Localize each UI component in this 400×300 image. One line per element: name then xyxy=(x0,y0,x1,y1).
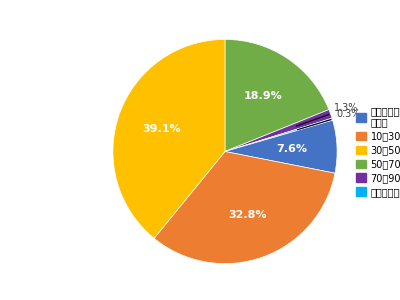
Text: 7.6%: 7.6% xyxy=(277,143,308,154)
Text: 32.8%: 32.8% xyxy=(228,210,267,220)
Wedge shape xyxy=(225,39,329,152)
Wedge shape xyxy=(225,110,332,152)
Text: 0.3%: 0.3% xyxy=(298,110,361,130)
Wedge shape xyxy=(225,118,333,152)
Legend: ほとんど達成で
きない, 10〜30%程度, 30〜50%程度, 50〜70%程度, 70〜90%程度, ほぼ達成できる: ほとんど達成で きない, 10〜30%程度, 30〜50%程度, 50〜70%程… xyxy=(356,106,400,197)
Text: 1.3%: 1.3% xyxy=(296,103,359,126)
Wedge shape xyxy=(225,120,337,173)
Wedge shape xyxy=(154,152,335,264)
Text: 18.9%: 18.9% xyxy=(243,91,282,101)
Text: 39.1%: 39.1% xyxy=(142,124,181,134)
Wedge shape xyxy=(113,39,225,238)
